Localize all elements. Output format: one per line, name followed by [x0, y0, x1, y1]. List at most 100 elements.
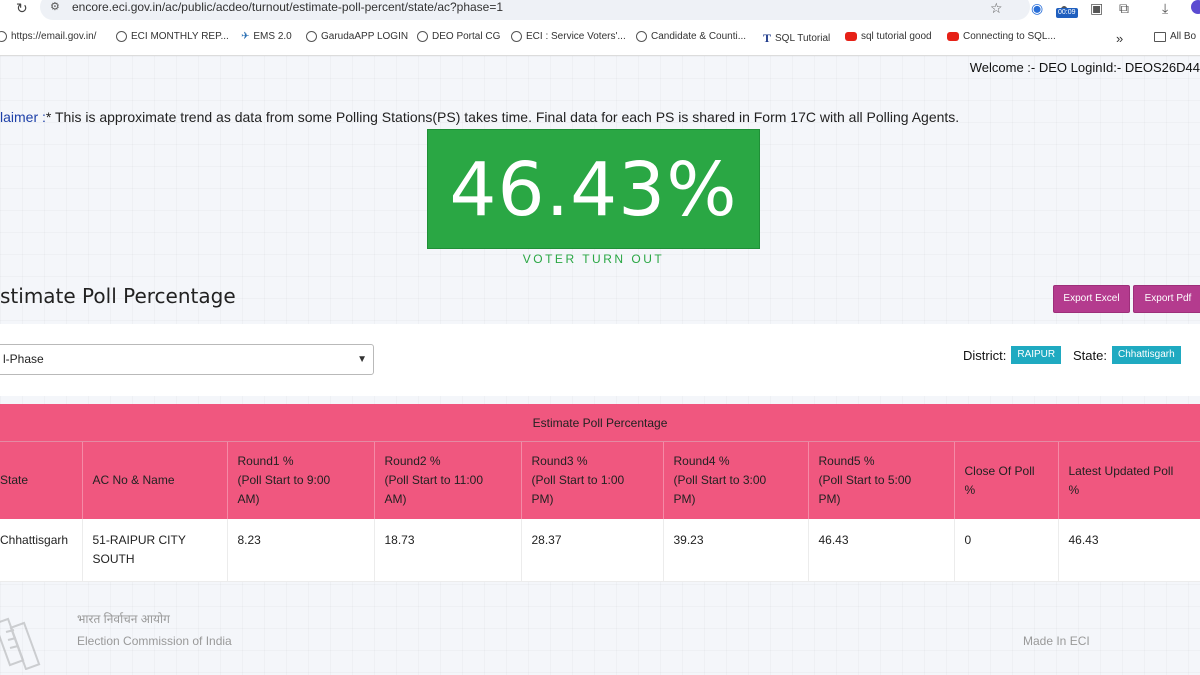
globe-icon	[116, 31, 127, 42]
cell-round3: 28.37	[521, 519, 664, 582]
header-line: State	[0, 473, 29, 487]
globe-icon	[306, 31, 317, 42]
timer-badge: 00:09	[1056, 8, 1078, 18]
header-line: Latest Updated Poll	[1068, 463, 1174, 478]
header-state: State	[0, 442, 83, 519]
header-round1: Round1 % (Poll Start to 9:00 AM)	[227, 442, 375, 519]
header-latest-updated: Latest Updated Poll%	[1058, 442, 1200, 519]
footer-made-in: Made In ECI	[1023, 634, 1090, 648]
bookmark-service-voters[interactable]: ECI : Service Voters'...	[511, 31, 626, 42]
disclaimer-label: laimer :	[0, 109, 46, 125]
folder-icon	[1154, 31, 1166, 42]
welcome-text: Welcome :- DEO LoginId:- DEOS26D44	[969, 60, 1200, 75]
header-line: AM)	[384, 492, 407, 506]
header-ac: AC No & Name	[82, 442, 228, 519]
header-line: Round4 %	[673, 454, 730, 468]
more-bookmarks-button[interactable]: »	[1116, 31, 1123, 46]
disclaimer: laimer :* This is approximate trend as d…	[0, 109, 959, 125]
bookmark-label: Connecting to SQL...	[963, 31, 1056, 42]
header-line: (Poll Start to 11:00	[384, 473, 484, 487]
globe-icon	[417, 31, 428, 42]
header-line: PM)	[818, 492, 841, 506]
address-bar[interactable]	[40, 0, 1030, 20]
district-filter: District: RAIPUR	[963, 346, 1062, 364]
bookmark-label: GarudaAPP LOGIN	[321, 31, 409, 42]
reload-icon[interactable]: ↻	[16, 0, 28, 16]
phase-select[interactable]: l-Phase ▼	[0, 344, 374, 375]
browser-toolbar: ↻ ⚙ encore.eci.gov.in/ac/public/acdeo/tu…	[0, 0, 1200, 24]
footer-hindi-title: भारत निर्वाचन आयोग	[77, 612, 170, 626]
cell-round1: 8.23	[227, 519, 375, 582]
cell-close-of-poll: 0	[954, 519, 1059, 582]
voter-turnout-caption: VOTER TURN OUT	[522, 252, 665, 266]
cell-ac-name: 51-RAIPUR CITY SOUTH	[82, 519, 228, 582]
bookmark-label: ECI MONTHLY REP...	[131, 31, 229, 42]
export-pdf-button[interactable]: Export Pdf	[1133, 285, 1200, 313]
bookmark-ems[interactable]: ✈ EMS 2.0	[241, 31, 292, 42]
poll-table: Estimate Poll Percentage State AC No & N…	[0, 404, 1200, 582]
profile-avatar[interactable]	[1191, 0, 1200, 14]
bookmark-label: SQL Tutorial	[775, 33, 831, 44]
header-line: (Poll Start to 1:00	[531, 473, 625, 487]
bookmark-label: All Bo	[1170, 31, 1197, 42]
header-round3: Round3 % (Poll Start to 1:00 PM)	[521, 442, 664, 519]
header-line: %	[1068, 482, 1080, 497]
globe-icon	[511, 31, 522, 42]
bookmark-star-icon[interactable]: ☆	[990, 0, 1003, 16]
header-line: %	[964, 482, 976, 497]
header-line: Round1 %	[237, 454, 294, 468]
bookmark-label: Candidate & Counti...	[651, 31, 747, 42]
bookmark-candidate[interactable]: Candidate & Counti...	[636, 31, 746, 42]
extensions-puzzle-icon[interactable]: ⧉	[1119, 0, 1129, 16]
cell-round4: 39.23	[663, 519, 809, 582]
bookmark-label: DEO Portal CG	[432, 31, 501, 42]
globe-icon	[636, 31, 647, 42]
t-icon: T	[763, 31, 772, 45]
bookmark-connecting-sql[interactable]: Connecting to SQL...	[947, 31, 1056, 42]
cell-round2: 18.73	[374, 519, 522, 582]
table-caption: Estimate Poll Percentage	[0, 404, 1200, 442]
site-info-icon[interactable]: ⚙	[50, 1, 60, 13]
bookmark-sql-tutorial[interactable]: T SQL Tutorial	[763, 31, 830, 46]
header-line: Round2 %	[384, 454, 441, 468]
chevron-down-icon: ▼	[357, 354, 367, 365]
bookmark-label: EMS 2.0	[253, 31, 292, 42]
bookmark-label: ECI : Service Voters'...	[526, 31, 626, 42]
header-line: (Poll Start to 3:00	[673, 473, 767, 487]
cell-latest-updated: 46.43	[1058, 519, 1200, 582]
bookmark-deo-portal[interactable]: DEO Portal CG	[417, 31, 500, 42]
disclaimer-text: * This is approximate trend as data from…	[45, 109, 960, 125]
page-title: stimate Poll Percentage	[0, 284, 236, 308]
chevron-double-right-icon: »	[1116, 31, 1124, 46]
all-bookmarks-button[interactable]: All Bo	[1154, 31, 1196, 42]
youtube-icon	[947, 32, 959, 41]
screen-capture-icon[interactable]: ▣	[1090, 0, 1104, 16]
url-text[interactable]: encore.eci.gov.in/ac/public/acdeo/turnou…	[72, 0, 504, 14]
toolbar-divider	[0, 55, 1200, 56]
voter-turnout-value: 46.43%	[427, 129, 760, 249]
export-excel-button[interactable]: Export Excel	[1053, 285, 1130, 313]
header-line: (Poll Start to 5:00	[818, 473, 912, 487]
state-filter: State: Chhattisgarh	[1073, 346, 1181, 364]
globe-icon	[0, 31, 7, 42]
extension-globe-icon[interactable]: ◉	[1031, 0, 1044, 16]
youtube-icon	[845, 32, 857, 41]
header-line: Close Of Poll	[964, 463, 1035, 478]
header-line: PM)	[673, 492, 696, 506]
ems-icon: ✈	[241, 31, 250, 42]
download-icon[interactable]: ⤓	[1162, 0, 1169, 16]
bookmark-email[interactable]: https://email.gov.in/	[0, 31, 96, 42]
bookmark-garuda[interactable]: GarudaAPP LOGIN	[306, 31, 408, 42]
bookmark-sql-good[interactable]: sql tutorial good	[845, 31, 932, 42]
header-line: Round5 %	[818, 454, 875, 468]
header-round5: Round5 % (Poll Start to 5:00 PM)	[808, 442, 955, 519]
bookmark-eci-monthly[interactable]: ECI MONTHLY REP...	[116, 31, 229, 42]
header-line: PM)	[531, 492, 554, 506]
cell-round5: 46.43	[808, 519, 955, 582]
eci-logo-icon	[0, 617, 41, 670]
state-badge: Chhattisgarh	[1111, 346, 1181, 364]
table-header-row: State AC No & Name Round1 % (Poll Start t…	[0, 442, 1200, 519]
table-row: Chhattisgarh 51-RAIPUR CITY SOUTH 8.23 1…	[0, 519, 1200, 582]
footer: भारत निर्वाचन आयोग Election Commission o…	[0, 596, 1200, 675]
bookmarks-bar: https://email.gov.in/ ECI MONTHLY REP...…	[0, 28, 1200, 50]
